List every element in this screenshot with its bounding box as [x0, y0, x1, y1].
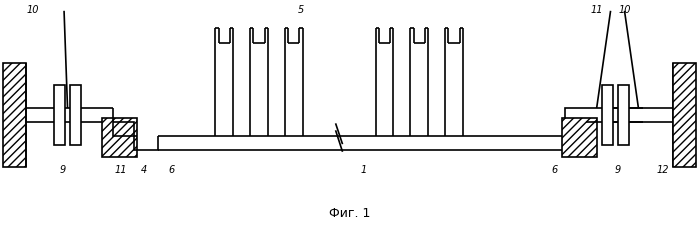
Text: 11: 11 — [115, 164, 127, 174]
Text: 5: 5 — [298, 5, 304, 15]
Bar — [71, 86, 82, 145]
Text: 9: 9 — [59, 164, 66, 174]
Bar — [673, 64, 696, 167]
Text: 1: 1 — [360, 164, 366, 174]
Text: 12: 12 — [656, 164, 669, 174]
Text: 6: 6 — [552, 164, 558, 174]
Bar — [54, 86, 65, 145]
Text: 10: 10 — [618, 5, 630, 15]
Bar — [562, 119, 597, 157]
Bar — [102, 119, 137, 157]
Text: 9: 9 — [614, 164, 621, 174]
Text: 6: 6 — [169, 164, 175, 174]
Text: 4: 4 — [141, 164, 147, 174]
Text: Фиг. 1: Фиг. 1 — [329, 206, 370, 219]
Bar — [602, 86, 612, 145]
Bar — [618, 86, 629, 145]
Text: 11: 11 — [591, 5, 603, 15]
Text: 10: 10 — [27, 5, 39, 15]
Bar — [3, 64, 26, 167]
